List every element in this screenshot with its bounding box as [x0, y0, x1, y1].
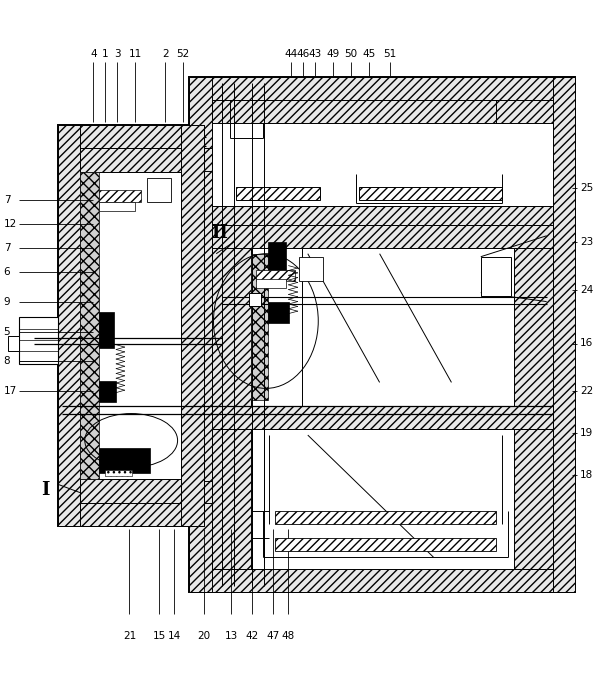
Text: 6: 6 [4, 267, 10, 277]
Text: 20: 20 [197, 631, 211, 641]
Bar [58, 504, 204, 526]
Text: 13: 13 [224, 631, 238, 641]
Bar [148, 178, 171, 201]
Bar [181, 125, 204, 526]
Bar [100, 312, 115, 348]
Bar [204, 481, 212, 504]
Bar [514, 429, 553, 569]
Bar [80, 172, 181, 480]
Bar [236, 187, 320, 200]
Bar [19, 317, 58, 364]
Bar [80, 172, 100, 480]
Bar [80, 480, 181, 504]
Bar [359, 187, 502, 200]
Bar [189, 77, 575, 100]
Text: 49: 49 [326, 49, 340, 59]
Text: 46: 46 [296, 49, 310, 59]
Text: II: II [211, 224, 227, 242]
Bar [212, 122, 553, 206]
Bar [204, 148, 212, 170]
Bar [189, 77, 212, 592]
Bar [256, 270, 295, 281]
Text: 50: 50 [344, 49, 358, 59]
Text: 9: 9 [4, 297, 10, 306]
Text: 8: 8 [4, 357, 10, 366]
Bar [268, 242, 286, 275]
Text: 43: 43 [308, 49, 322, 59]
Bar [8, 336, 19, 350]
Text: 52: 52 [176, 49, 190, 59]
Text: 11: 11 [129, 49, 142, 59]
Bar [212, 206, 553, 225]
Bar [58, 125, 204, 526]
Bar [58, 125, 80, 526]
Bar [275, 511, 496, 524]
Bar [106, 471, 133, 476]
Bar [212, 429, 251, 569]
Bar [251, 248, 302, 406]
Text: 18: 18 [580, 470, 593, 480]
Bar [100, 448, 151, 473]
Bar [514, 248, 553, 406]
Text: 42: 42 [245, 631, 259, 641]
Text: 51: 51 [383, 49, 397, 59]
Text: 12: 12 [4, 218, 17, 229]
Bar [100, 190, 142, 201]
Text: 7: 7 [4, 243, 10, 253]
Text: 1: 1 [102, 49, 109, 59]
Text: 15: 15 [153, 631, 166, 641]
Bar [212, 248, 251, 406]
Bar [212, 248, 553, 406]
Text: I: I [41, 481, 50, 499]
Text: 21: 21 [123, 631, 136, 641]
Bar [299, 257, 323, 281]
Text: 44: 44 [284, 49, 298, 59]
Text: 22: 22 [580, 386, 593, 396]
Bar [481, 257, 511, 295]
Text: 17: 17 [4, 386, 17, 396]
Text: 7: 7 [4, 195, 10, 205]
Text: 5: 5 [4, 326, 10, 337]
Bar [58, 125, 204, 148]
Text: 25: 25 [580, 183, 593, 193]
Bar [100, 201, 136, 211]
Bar [256, 280, 286, 289]
Bar [302, 248, 553, 406]
Text: 48: 48 [281, 631, 295, 641]
Text: 45: 45 [362, 49, 376, 59]
Bar [212, 225, 553, 248]
Text: 24: 24 [580, 284, 593, 295]
Bar [275, 538, 496, 551]
Text: 19: 19 [580, 428, 593, 438]
Text: 47: 47 [266, 631, 280, 641]
Text: 3: 3 [114, 49, 121, 59]
Bar [212, 406, 553, 429]
Text: 2: 2 [162, 49, 169, 59]
Bar [212, 100, 553, 122]
Text: 4: 4 [90, 49, 97, 59]
Text: 23: 23 [580, 237, 593, 247]
Text: 14: 14 [167, 631, 181, 641]
Bar [268, 302, 289, 323]
Bar [80, 148, 181, 172]
Bar [100, 381, 116, 402]
Bar [251, 254, 268, 401]
Bar [212, 429, 553, 569]
Bar [189, 77, 575, 592]
Bar [189, 569, 575, 592]
Bar [249, 293, 261, 306]
Bar [553, 77, 575, 592]
Text: 16: 16 [580, 339, 593, 348]
